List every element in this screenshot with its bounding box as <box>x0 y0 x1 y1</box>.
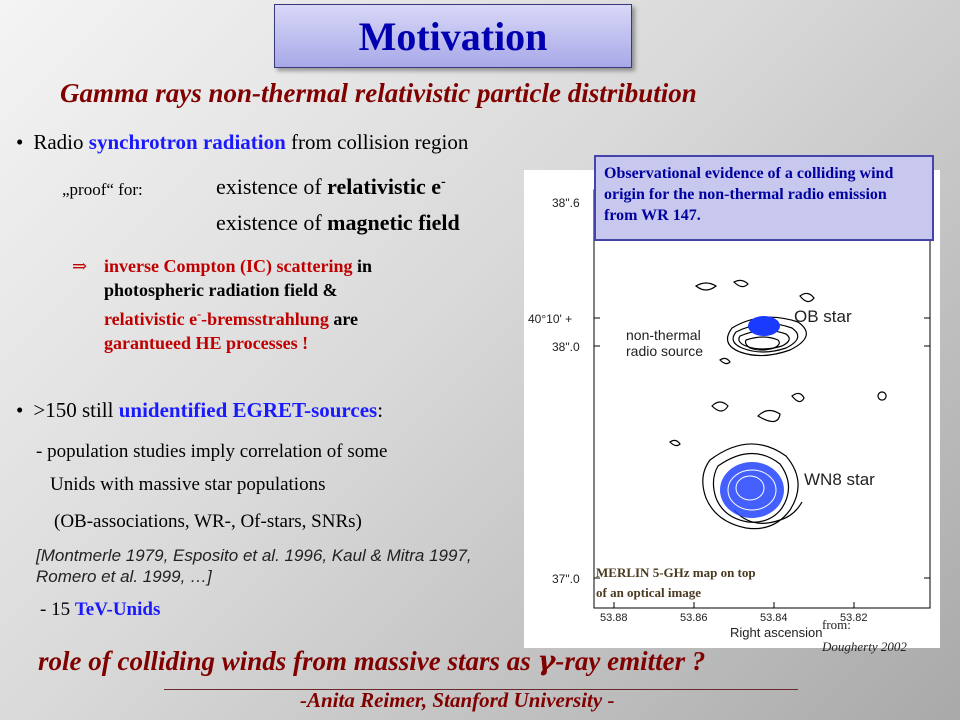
implication-text-1: in <box>352 256 372 276</box>
gamma-symbol: γ <box>537 646 556 677</box>
x-axis-label: Right ascension <box>730 625 823 640</box>
bullet-radio: • Radio synchrotron radiation from collis… <box>16 130 468 155</box>
e-sup: - <box>197 307 202 321</box>
page-title: Motivation <box>358 13 548 59</box>
figure-source: from: Dougherty 2002 <box>822 614 907 658</box>
bullet-text: Radio <box>33 130 89 154</box>
label-wn8-star: WN8 star <box>804 470 875 489</box>
population-line-2: Unids with massive star populations <box>50 474 326 495</box>
tev-pre: - 15 <box>40 599 75 620</box>
footer-author: -Anita Reimer, Stanford University - <box>300 688 615 712</box>
radio-map-svg: 38".6 40°10' + 38".0 37".0 53.88 53.86 5… <box>528 189 931 640</box>
label-radio-source: radio source <box>626 343 703 359</box>
relativistic-e-text: relativistic e <box>104 309 198 329</box>
footer-rule <box>164 689 798 690</box>
source-line-1: from: <box>822 617 851 632</box>
conclusion: role of colliding winds from massive sta… <box>38 646 705 677</box>
merlin-line-1: MERLIN 5-GHz map on top <box>596 565 756 580</box>
implication-text-3: are <box>328 309 358 329</box>
y-tick-label: 40°10' + <box>528 312 572 326</box>
population-line-1: - population studies imply correlation o… <box>36 441 388 462</box>
tev-unids: - 15 TeV-Unids <box>40 599 160 621</box>
bremsstrahlung: -bremsstrahlung <box>201 309 329 329</box>
label-ob-star: OB star <box>794 307 852 326</box>
title-box: Motivation <box>274 4 632 68</box>
proof-line-1-text: existence of <box>216 174 328 199</box>
reference-line-2: Romero et al. 1999, …] <box>36 567 212 586</box>
x-tick-label: 53.84 <box>760 612 788 624</box>
x-tick-label: 53.88 <box>600 612 628 624</box>
synchrotron-highlight: synchrotron radiation <box>88 130 286 154</box>
bullet2-post: : <box>377 398 384 422</box>
conclusion-text: role of colliding winds from massive sta… <box>38 646 538 676</box>
subtitle: Gamma rays non-thermal relativistic part… <box>60 78 697 108</box>
wn8-star-blob <box>720 462 784 518</box>
tev-highlight: TeV-Unids <box>74 599 161 620</box>
ob-star-blob <box>748 316 780 336</box>
proof-line-1: existence of relativistic e- <box>216 174 446 200</box>
bullet-egret: • >150 still unidentified EGRET-sources: <box>16 398 383 423</box>
x-tick-marks <box>613 602 855 608</box>
lower-contours <box>669 439 803 530</box>
y-tick-label: 38".0 <box>552 340 580 354</box>
bullet-marker: • <box>16 130 24 154</box>
proof-line-2: existence of magnetic field <box>216 210 460 236</box>
wn8-inner-contours <box>727 469 777 511</box>
x-tick-label: 53.82 <box>840 612 868 624</box>
y-tick-label: 38".6 <box>552 196 580 210</box>
source-line-2: Dougherty 2002 <box>822 639 907 654</box>
callout-box: Observational evidence of a colliding wi… <box>594 155 934 241</box>
magnetic-field: magnetic field <box>327 210 460 235</box>
y-tick-label: 37".0 <box>552 572 580 586</box>
proof-line-2-text: existence of <box>216 210 328 235</box>
egret-highlight: unidentified EGRET-sources <box>118 398 378 422</box>
bullet2-text: >150 still <box>33 398 119 422</box>
population-line-3: (OB-associations, WR-, Of-stars, SNRs) <box>54 511 362 532</box>
proof-label: „proof“ for: <box>62 180 143 199</box>
bullet-text-post: from collision region <box>285 130 469 154</box>
implies-arrow: ⇒ <box>72 256 88 276</box>
relativistic-e: relativistic e <box>327 174 441 199</box>
reference: [Montmerle 1979, Esposito et al. 1996, K… <box>36 545 472 587</box>
bullet-marker: • <box>16 398 24 422</box>
implication-text-2: photospheric radiation field & <box>104 280 338 300</box>
upper-contours <box>694 279 887 423</box>
radio-map-figure: 38".6 40°10' + 38".0 37".0 53.88 53.86 5… <box>524 170 940 648</box>
merlin-line-2: of an optical image <box>596 585 702 600</box>
merlin-caption: MERLIN 5-GHz map on top of an optical im… <box>596 563 756 603</box>
conclusion-post: -ray emitter ? <box>555 646 706 676</box>
x-tick-label: 53.86 <box>680 612 708 624</box>
implication-block: ⇒ inverse Compton (IC) scattering in pho… <box>72 254 372 355</box>
electron-sup: - <box>441 174 446 190</box>
he-processes: garantueed HE processes ! <box>104 333 309 353</box>
reference-line-1: [Montmerle 1979, Esposito et al. 1996, K… <box>36 546 472 565</box>
label-non-thermal: non-thermal <box>626 327 701 343</box>
ic-scattering: inverse Compton (IC) scattering <box>104 256 353 276</box>
